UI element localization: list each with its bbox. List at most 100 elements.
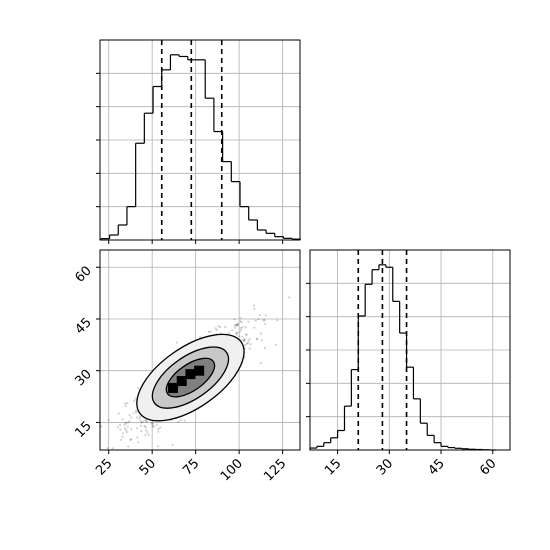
- scatter-point: [128, 414, 131, 417]
- scatter-point: [147, 433, 150, 436]
- x-tick-label: 100: [218, 456, 246, 484]
- x-tick-label: 15: [322, 456, 344, 478]
- scatter-point: [134, 397, 137, 400]
- y-tick-label: 15: [73, 419, 95, 441]
- scatter-content: [100, 296, 291, 450]
- scatter-point: [254, 319, 257, 322]
- x-tick-label: 30: [374, 456, 396, 478]
- scatter-point: [233, 324, 236, 327]
- scatter-point: [260, 339, 263, 342]
- scatter-point: [157, 445, 160, 448]
- scatter-point: [132, 412, 135, 415]
- scatter-point: [137, 441, 140, 444]
- scatter-point: [255, 337, 258, 340]
- scatter-point: [130, 416, 133, 419]
- scatter-point: [259, 313, 262, 317]
- scatter-point: [151, 425, 154, 428]
- scatter-point: [276, 319, 279, 322]
- scatter-point: [133, 400, 136, 403]
- scatter-point: [124, 421, 127, 424]
- scatter-point: [262, 318, 265, 322]
- scatter-point: [106, 447, 109, 450]
- scatter-point: [127, 445, 130, 448]
- scatter-point: [157, 427, 160, 430]
- scatter-point: [151, 423, 154, 426]
- scatter-point: [247, 340, 250, 343]
- scatter-point: [239, 327, 242, 330]
- scatter-point: [245, 342, 248, 345]
- scatter-point: [129, 438, 132, 441]
- scatter-point: [235, 324, 238, 327]
- scatter-point: [233, 326, 236, 329]
- histogram-y-panel: 15 30 45 60: [306, 249, 511, 479]
- scatter-point: [240, 321, 243, 324]
- scatter-point: [263, 319, 266, 322]
- scatter-point: [129, 438, 132, 441]
- y-tick-label: 45: [73, 315, 95, 337]
- scatter-point: [155, 423, 158, 426]
- scatter-point: [135, 416, 138, 419]
- scatter-point: [235, 333, 238, 336]
- scatter-point: [253, 307, 256, 310]
- scatter-point: [231, 329, 234, 332]
- histogram-x-panel: [96, 39, 301, 244]
- scatter-point: [140, 430, 143, 433]
- scatter-point: [126, 402, 129, 405]
- x-tick-label: 60: [477, 456, 499, 478]
- scatter-point: [126, 425, 129, 428]
- scatter-point: [257, 318, 260, 321]
- x-tick-label: 50: [137, 456, 159, 478]
- scatter-point: [159, 426, 162, 429]
- x-tick-label: 75: [180, 456, 202, 478]
- scatter-point: [248, 347, 251, 350]
- scatter-point: [214, 327, 217, 330]
- x-tick-label: 25: [93, 456, 115, 478]
- scatter-point: [183, 419, 186, 422]
- scatter-point: [243, 338, 246, 341]
- scatter-point: [123, 423, 126, 426]
- scatter-point: [209, 330, 212, 333]
- scatter-point: [128, 420, 131, 423]
- scatter-point: [256, 338, 259, 341]
- scatter-point: [127, 421, 130, 424]
- scatter-point: [137, 387, 140, 390]
- scatter-point: [145, 419, 148, 422]
- scatter-point: [152, 425, 155, 428]
- scatter-point: [252, 304, 255, 307]
- scatter-point: [100, 425, 103, 428]
- scatter-point: [116, 426, 119, 429]
- scatter-point: [151, 421, 154, 424]
- scatter-point: [135, 411, 138, 414]
- scatter-point: [107, 419, 110, 422]
- scatter-point: [171, 443, 174, 447]
- scatter-panel: 25 50 75 100 125 15 30 45 60: [73, 249, 301, 484]
- scatter-point: [144, 426, 147, 429]
- scatter-point: [238, 335, 241, 338]
- scatter-point: [235, 324, 238, 327]
- scatter-point: [224, 325, 227, 329]
- scatter-point: [145, 429, 148, 432]
- scatter-point: [119, 428, 122, 431]
- scatter-point: [245, 333, 248, 336]
- scatter-point: [274, 343, 277, 346]
- scatter-point: [179, 419, 182, 422]
- scatter-point: [241, 335, 244, 338]
- scatter-point: [124, 402, 127, 405]
- scatter-point: [264, 314, 267, 317]
- scatter-point: [121, 432, 124, 435]
- scatter-point: [236, 323, 239, 326]
- scatter-point: [117, 412, 120, 415]
- scatter-point: [238, 330, 241, 333]
- scatter-point: [144, 434, 147, 437]
- scatter-point: [288, 296, 291, 299]
- scatter-point: [249, 343, 252, 346]
- scatter-point: [242, 339, 245, 342]
- scatter-point: [264, 322, 267, 325]
- scatter-point: [145, 420, 148, 424]
- scatter-point: [253, 326, 256, 329]
- scatter-point: [140, 421, 143, 424]
- scatter-point: [124, 428, 128, 432]
- scatter-point: [207, 330, 211, 334]
- density-peak-cell: [194, 365, 205, 376]
- scatter-point: [259, 332, 262, 335]
